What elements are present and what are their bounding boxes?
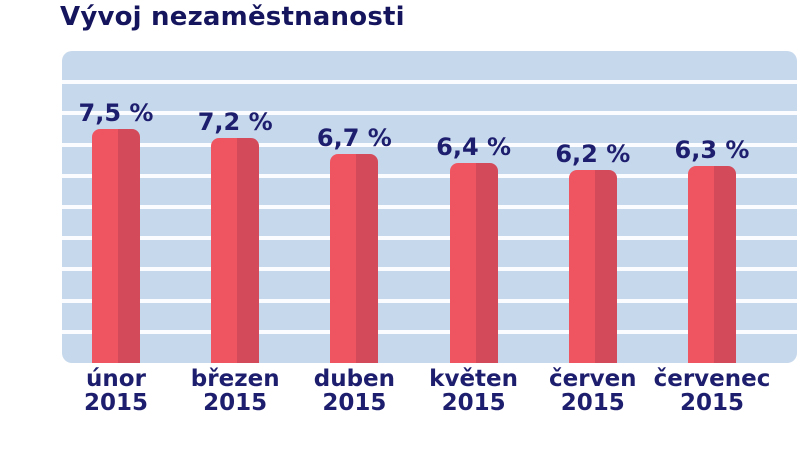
bar bbox=[688, 166, 736, 363]
bar-value-label: 6,2 % bbox=[555, 140, 631, 168]
bar-value-label: 6,3 % bbox=[674, 136, 750, 164]
bar bbox=[211, 138, 260, 363]
bar bbox=[92, 129, 140, 363]
bar-group: 6,4 % bbox=[414, 51, 534, 363]
gridline bbox=[62, 329, 797, 334]
x-axis-label-year: 2015 bbox=[441, 390, 506, 416]
x-axis-label: červen 2015 bbox=[518, 367, 668, 415]
bar-value-label: 7,5 % bbox=[78, 99, 154, 127]
bar-group: 6,7 % bbox=[294, 51, 414, 363]
bar-value-label: 6,7 % bbox=[316, 124, 392, 152]
gridline bbox=[62, 80, 797, 85]
bar-value-label: 6,4 % bbox=[436, 133, 512, 161]
gridline bbox=[62, 173, 797, 178]
x-axis-label-month: únor bbox=[86, 366, 146, 392]
x-axis-label-month: duben bbox=[313, 366, 396, 392]
x-axis-label: březen 2015 bbox=[160, 367, 310, 415]
x-axis-label-month: červenec bbox=[653, 366, 771, 392]
chart-title: Vývoj nezaměstnanosti bbox=[60, 2, 405, 32]
x-axis-label: květen 2015 bbox=[399, 367, 549, 415]
gridline bbox=[62, 298, 797, 303]
x-axis-label-year: 2015 bbox=[560, 390, 625, 416]
x-axis-label-year: 2015 bbox=[679, 390, 744, 416]
x-axis-label: červenec 2015 bbox=[637, 367, 787, 415]
bar-value-label: 7,2 % bbox=[197, 108, 273, 136]
bar bbox=[449, 163, 498, 363]
bar-group: 7,2 % bbox=[175, 51, 295, 363]
x-axis-label: duben 2015 bbox=[279, 367, 429, 415]
x-axis-label: únor 2015 bbox=[41, 367, 191, 415]
bar-group: 7,5 % bbox=[62, 51, 176, 363]
plot-area: 7,5 % 7,2 % 6,7 % 6,4 % 6,2 % 6,3 % bbox=[62, 51, 797, 363]
gridline bbox=[62, 267, 797, 272]
bar bbox=[330, 154, 379, 363]
x-axis-label-month: březen bbox=[190, 366, 280, 392]
gridline bbox=[62, 142, 797, 147]
bar-group: 6,2 % bbox=[533, 51, 653, 363]
bar-group: 6,3 % bbox=[652, 51, 772, 363]
x-axis-label-year: 2015 bbox=[83, 390, 148, 416]
x-axis-label-year: 2015 bbox=[322, 390, 387, 416]
gridline bbox=[62, 111, 797, 116]
x-axis-label-month: květen bbox=[429, 366, 519, 392]
bar bbox=[568, 170, 617, 363]
x-axis-label-year: 2015 bbox=[203, 390, 268, 416]
x-axis-label-month: červen bbox=[549, 366, 637, 392]
gridline bbox=[62, 236, 797, 241]
gridline bbox=[62, 205, 797, 209]
